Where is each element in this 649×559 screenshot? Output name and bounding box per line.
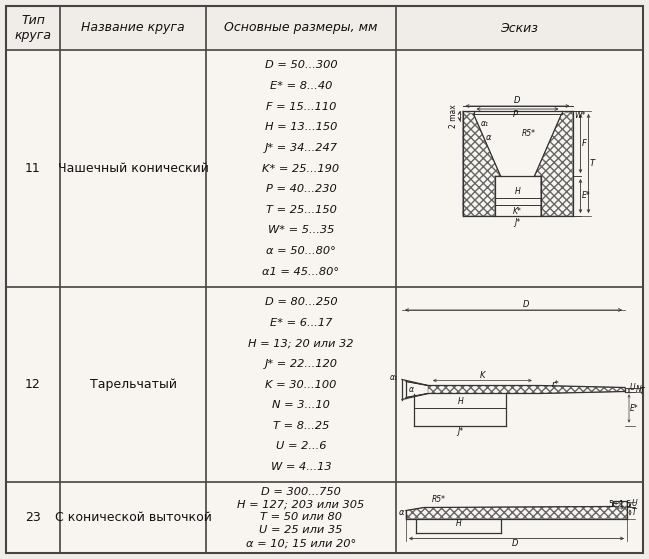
Text: H: H: [458, 396, 463, 405]
Text: F = 15...110: F = 15...110: [266, 102, 336, 112]
Text: Название круга: Название круга: [81, 21, 185, 35]
Text: T: T: [632, 508, 637, 517]
Text: α: α: [485, 132, 491, 141]
Bar: [6, 50, 643, 287]
Text: T = 8...25: T = 8...25: [273, 420, 329, 430]
Text: F: F: [582, 139, 587, 148]
Text: Эскиз: Эскиз: [500, 21, 539, 35]
Text: H: H: [456, 519, 461, 528]
Text: α = 10; 15 или 20°: α = 10; 15 или 20°: [246, 538, 356, 548]
Text: W*: W*: [574, 111, 586, 121]
Text: α = 50...80°: α = 50...80°: [266, 246, 336, 256]
Text: 23: 23: [25, 511, 41, 524]
Text: K = 30...100: K = 30...100: [265, 380, 337, 390]
Text: J* = 34...247: J* = 34...247: [265, 143, 337, 153]
Text: W* = 5...35: W* = 5...35: [268, 225, 334, 235]
Text: H = 13; 20 или 32: H = 13; 20 или 32: [249, 338, 354, 348]
Text: U = 2...6: U = 2...6: [276, 441, 326, 451]
Text: T: T: [640, 387, 644, 396]
Text: K: K: [480, 371, 485, 380]
Text: D = 80...250: D = 80...250: [265, 297, 337, 307]
Text: R5*: R5*: [522, 129, 535, 138]
Text: E* = 6...17: E* = 6...17: [270, 318, 332, 328]
Text: D = 300...750: D = 300...750: [261, 487, 341, 497]
Text: E*: E*: [630, 404, 639, 413]
Text: С конической выточкой: С конической выточкой: [55, 511, 212, 524]
Text: α₁: α₁: [480, 119, 489, 127]
Text: U = 25 или 35: U = 25 или 35: [260, 525, 343, 536]
Text: E*: E*: [582, 192, 590, 201]
Text: T: T: [589, 159, 594, 168]
Text: H = 13...150: H = 13...150: [265, 122, 337, 132]
Text: J*: J*: [515, 218, 520, 227]
Text: 2 max: 2 max: [450, 104, 458, 128]
Text: U: U: [630, 383, 635, 392]
Text: K*: K*: [513, 207, 522, 216]
Text: α1 = 45...80°: α1 = 45...80°: [262, 267, 339, 277]
Text: N: N: [636, 385, 642, 394]
Text: α: α: [409, 385, 414, 394]
Bar: [6, 482, 643, 553]
Text: H: H: [515, 187, 520, 196]
Text: α₁: α₁: [390, 373, 398, 382]
Text: Чашечный конический: Чашечный конический: [58, 162, 208, 175]
Text: J* = 22...120: J* = 22...120: [265, 359, 337, 369]
Text: W = 4...13: W = 4...13: [271, 462, 331, 472]
Text: J*: J*: [457, 428, 463, 437]
Text: P: P: [513, 110, 518, 119]
Text: D: D: [523, 300, 530, 309]
Text: 12: 12: [25, 378, 41, 391]
Text: Тарельчатый: Тарельчатый: [90, 378, 177, 391]
Text: D = 50...300: D = 50...300: [265, 60, 337, 70]
Text: N = 3...10: N = 3...10: [272, 400, 330, 410]
Text: 5±1,5: 5±1,5: [608, 500, 631, 509]
Text: E* = 8...40: E* = 8...40: [270, 81, 332, 91]
Bar: [6, 287, 643, 482]
Text: Тип
круга: Тип круга: [14, 13, 51, 42]
Text: D: D: [514, 96, 520, 105]
Text: Основные размеры, мм: Основные размеры, мм: [225, 21, 378, 35]
Text: P = 40...230: P = 40...230: [265, 184, 336, 194]
Text: r*: r*: [552, 380, 559, 389]
Text: U: U: [632, 500, 637, 509]
Text: T = 50 или 80: T = 50 или 80: [260, 513, 342, 523]
Text: D: D: [512, 539, 519, 548]
Text: H = 127; 203 или 305: H = 127; 203 или 305: [238, 500, 365, 510]
Text: R5*: R5*: [432, 495, 446, 505]
Text: α: α: [398, 508, 404, 517]
Text: 11: 11: [25, 162, 41, 175]
Text: K* = 25...190: K* = 25...190: [262, 163, 339, 173]
Text: T = 25...150: T = 25...150: [265, 205, 336, 215]
